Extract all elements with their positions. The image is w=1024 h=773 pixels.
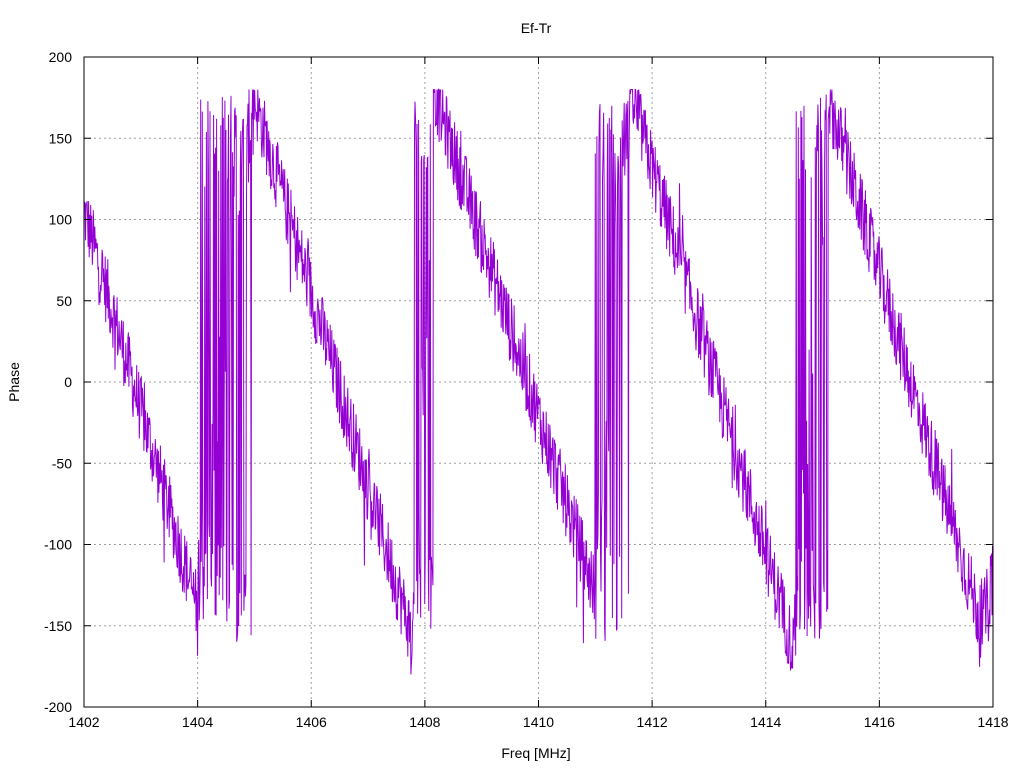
x-tick-label: 1410 (523, 714, 554, 730)
x-tick-label: 1414 (750, 714, 781, 730)
y-tick-label: 50 (56, 293, 72, 309)
y-tick-label: -150 (44, 618, 72, 634)
y-tick-label: -100 (44, 537, 72, 553)
x-tick-label: 1404 (182, 714, 213, 730)
ticks: 1402 1404 1406 1408 1410 1412 1414 1416 1418 -200… (44, 49, 1009, 730)
x-tick-label: 1402 (68, 714, 99, 730)
phase-series-line (83, 87, 993, 675)
y-tick-label: -50 (52, 455, 72, 471)
y-axis-label: Phase (6, 362, 22, 402)
x-axis-label: Freq [MHz] (501, 745, 570, 761)
x-tick-label: 1408 (409, 714, 440, 730)
x-tick-label: 1406 (296, 714, 327, 730)
grid (84, 57, 993, 707)
x-tick-label: 1418 (977, 714, 1008, 730)
chart-title: Ef-Tr (521, 20, 552, 36)
x-tick-label: 1412 (637, 714, 668, 730)
y-tick-label: 100 (49, 212, 73, 228)
y-tick-label: 0 (64, 374, 72, 390)
x-tick-label: 1416 (864, 714, 895, 730)
y-tick-label: 150 (49, 130, 73, 146)
y-tick-label: -200 (44, 699, 72, 715)
data-layer (83, 87, 993, 675)
y-tick-label: 200 (49, 49, 73, 65)
